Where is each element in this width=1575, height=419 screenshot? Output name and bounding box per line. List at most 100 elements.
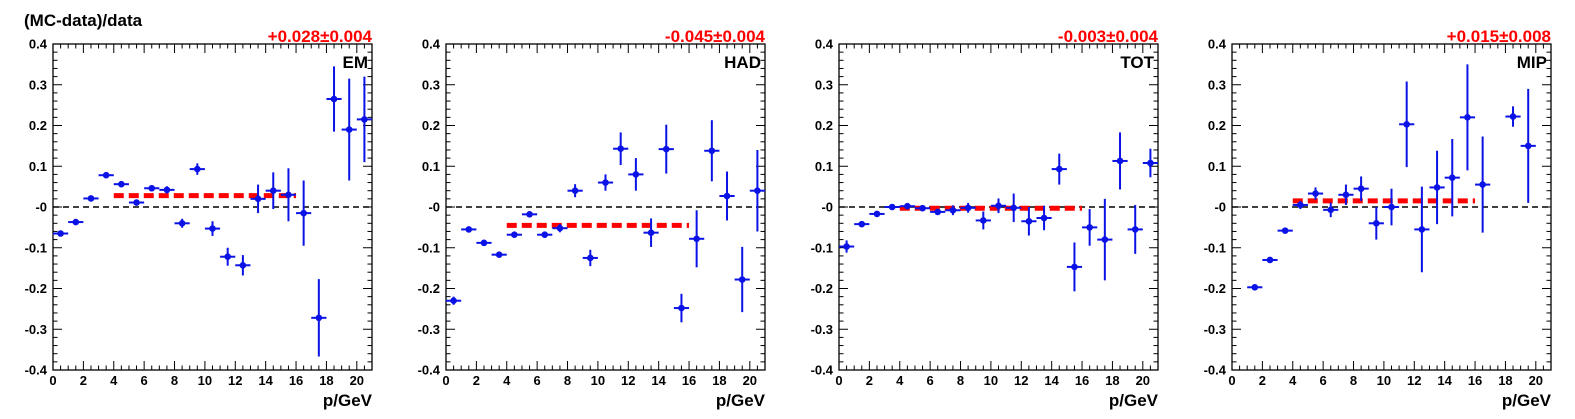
chart0-point-marker bbox=[315, 314, 323, 322]
chart1-point-marker bbox=[693, 235, 700, 243]
chart0-point-marker bbox=[57, 230, 64, 237]
chart2-point-marker bbox=[1131, 226, 1139, 233]
chart1-point-marker bbox=[708, 147, 716, 155]
chart0-y-tick-label: -0.1 bbox=[25, 240, 47, 255]
chart3-point-17 bbox=[1520, 88, 1536, 203]
chart1-point-marker bbox=[738, 276, 746, 283]
chart1-x-tick-label: 8 bbox=[564, 373, 571, 388]
chart1-panel: 0 2 4 6 8 10 12 14 16 18 20 -0.4 -0.3 -0.2 -0.1 -0 0.1 0.… bbox=[418, 27, 766, 410]
chart1-xlabel: p/GeV bbox=[716, 391, 766, 410]
chart2-x-tick-label: 10 bbox=[984, 373, 998, 388]
chart0-point-marker bbox=[330, 95, 338, 103]
chart3-point-12 bbox=[1429, 150, 1445, 225]
chart1-point-marker bbox=[465, 226, 473, 233]
chart0-point-marker bbox=[239, 261, 247, 269]
chart1-x-tick-label: 14 bbox=[651, 373, 666, 388]
chart1-x-tick-label: 6 bbox=[534, 373, 541, 388]
chart3-point-marker bbox=[1297, 201, 1304, 209]
chart0-point-20 bbox=[356, 76, 372, 163]
chart2-point-marker bbox=[1055, 165, 1063, 173]
chart3-point-5 bbox=[1323, 202, 1339, 218]
chart2-x-tick-label: 0 bbox=[835, 373, 842, 388]
chart3-point-marker bbox=[1509, 113, 1517, 120]
chart2-point-0 bbox=[839, 240, 855, 253]
chart2-point-14 bbox=[1051, 153, 1067, 185]
chart2-point-marker bbox=[919, 204, 926, 212]
chart0-x-tick-label: 6 bbox=[141, 373, 148, 388]
chart2-point-18 bbox=[1112, 132, 1128, 190]
chart1-point-marker bbox=[511, 231, 518, 239]
chart1-x-tick-label: 18 bbox=[712, 373, 726, 388]
chart2-y-tick-label: 0.3 bbox=[815, 77, 833, 92]
chart3-point-10 bbox=[1399, 81, 1415, 168]
chart3-x-tick-label: 12 bbox=[1407, 373, 1421, 388]
chart0-point-0 bbox=[53, 230, 69, 237]
chart3-point-marker bbox=[1266, 256, 1274, 264]
chart3-point-7 bbox=[1353, 176, 1369, 201]
chart2-point-9 bbox=[975, 211, 991, 230]
chart3-point-14 bbox=[1459, 64, 1476, 171]
chart3-panel: 0 2 4 6 8 10 12 14 16 18 20 -0.4 -0.3 -0.2 -0.1 -0 0.1 0.… bbox=[1204, 27, 1552, 410]
chart3-y-tick-label: -0.3 bbox=[1204, 322, 1226, 337]
chart1-point-marker bbox=[541, 231, 549, 239]
chart0-point-marker bbox=[209, 225, 216, 232]
chart0-point-11 bbox=[220, 247, 236, 266]
chart1-point-marker bbox=[480, 239, 488, 247]
chart2-point-17 bbox=[1097, 198, 1113, 281]
chart2-x-tick-label: 4 bbox=[896, 373, 904, 388]
chart3-y-tick-label: -0.1 bbox=[1204, 240, 1226, 255]
chart0-point-18 bbox=[326, 66, 342, 132]
chart2-point-19 bbox=[1127, 204, 1143, 254]
chart0-point-marker bbox=[254, 195, 262, 203]
chart3-point-1 bbox=[1262, 256, 1278, 264]
chart0-fit-label: +0.028±0.004 bbox=[268, 27, 373, 46]
chart3-x-tick-label: 14 bbox=[1437, 373, 1452, 388]
chart3-point-marker bbox=[1373, 220, 1380, 227]
chart1-x-tick-label: 2 bbox=[473, 373, 480, 388]
chart1-point-marker bbox=[526, 211, 533, 218]
chart3-x-tick-label: 8 bbox=[1350, 373, 1357, 388]
chart3-point-marker bbox=[1251, 283, 1259, 291]
chart3-fit-label: +0.015±0.008 bbox=[1447, 27, 1551, 46]
chart1-point-8 bbox=[567, 184, 583, 198]
chart0-point-2 bbox=[83, 195, 99, 202]
chart1-point-15 bbox=[673, 293, 690, 323]
chart2-point-8 bbox=[960, 202, 976, 213]
chart2-point-11 bbox=[1006, 193, 1022, 223]
chart2-point-15 bbox=[1066, 242, 1083, 292]
chart1-y-tick-label: -0.4 bbox=[418, 363, 441, 378]
chart0-y-tick-label: 0.4 bbox=[29, 37, 48, 52]
chart0-point-marker bbox=[72, 218, 80, 226]
chart0-x-tick-label: 12 bbox=[228, 373, 242, 388]
chart1-point-marker bbox=[678, 304, 685, 312]
chart1-point-marker bbox=[754, 187, 761, 194]
chart0-x-tick-label: 2 bbox=[80, 373, 87, 388]
chart2-x-tick-label: 2 bbox=[866, 373, 873, 388]
chart2-point-12 bbox=[1021, 207, 1037, 236]
chart0-xlabel: p/GeV bbox=[323, 391, 373, 410]
chart2-x-tick-label: 6 bbox=[927, 373, 934, 388]
chart0-y-tick-label: -0 bbox=[35, 200, 47, 215]
chart1-point-marker bbox=[723, 192, 731, 200]
chart2-x-tick-label: 14 bbox=[1044, 373, 1059, 388]
chart2-x-tick-label: 16 bbox=[1075, 373, 1089, 388]
chart0-x-tick-label: 8 bbox=[171, 373, 178, 388]
chart0-point-marker bbox=[361, 116, 368, 123]
chart1-x-tick-label: 16 bbox=[682, 373, 696, 388]
chart1-point-9 bbox=[582, 249, 598, 267]
chart1-point-marker bbox=[617, 145, 624, 153]
chart1-point-marker bbox=[556, 224, 564, 232]
chart3-point-0 bbox=[1247, 283, 1263, 291]
chart1-point-marker bbox=[571, 187, 579, 194]
chart1-point-marker bbox=[662, 145, 670, 153]
chart2-point-marker bbox=[904, 202, 911, 210]
chart1-point-4 bbox=[506, 231, 522, 239]
chart3-point-13 bbox=[1444, 138, 1460, 217]
chart2-point-marker bbox=[1147, 159, 1154, 167]
chart2-point-marker bbox=[934, 208, 942, 216]
chart2-x-tick-label: 18 bbox=[1105, 373, 1119, 388]
chart2-point-16 bbox=[1082, 209, 1098, 246]
chart1-point-marker bbox=[587, 254, 594, 262]
chart3-y-tick-label: 0.2 bbox=[1208, 118, 1226, 133]
chart2-y-tick-label: 0.1 bbox=[815, 159, 833, 174]
